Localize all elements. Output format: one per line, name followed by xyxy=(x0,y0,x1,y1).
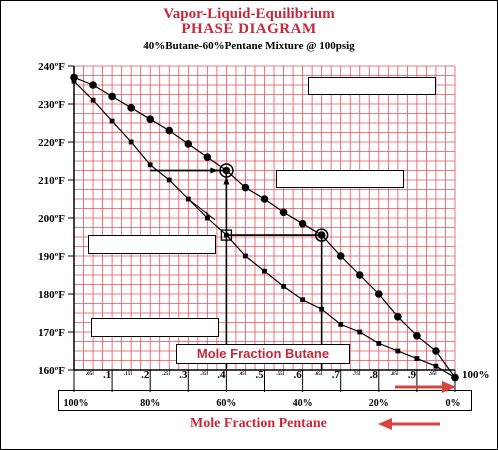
blank-label-box-1 xyxy=(308,77,436,95)
y-tick-label: 190ºF xyxy=(38,251,65,263)
dew-point-marker xyxy=(355,271,364,279)
vapor-point-ring xyxy=(314,228,329,242)
dew-point-marker xyxy=(298,219,307,228)
guide-arrow-head xyxy=(205,211,212,218)
x-tick-label: .6 xyxy=(293,369,302,381)
pentane-axis-label: Mole Fraction Pentane xyxy=(190,416,327,431)
x-tick-label: 100% xyxy=(462,369,490,381)
dew-point-ring xyxy=(219,163,234,178)
blank-label-box-3 xyxy=(88,235,216,254)
y-tick-label: 220ºF xyxy=(38,137,65,149)
x-minor-tick-label: .95 xyxy=(429,372,436,377)
x-tick-label: .9 xyxy=(408,369,417,381)
pentane-tick-label: 40% xyxy=(293,398,313,409)
x-tick-label: .1 xyxy=(103,369,111,381)
dew-point-marker xyxy=(394,313,402,321)
dew-point-marker xyxy=(165,126,174,135)
blank-label-box-2 xyxy=(276,170,404,188)
pentane-tick-label: 100% xyxy=(64,398,89,409)
bubble-point-marker xyxy=(243,253,248,259)
bubble-point-marker xyxy=(452,375,458,380)
bubble-point-marker xyxy=(433,363,439,369)
dew-point-marker xyxy=(413,332,421,340)
bubble-point-marker xyxy=(414,356,420,361)
pentane-tick-label: 60% xyxy=(216,398,236,409)
dew-point-marker xyxy=(241,183,250,192)
bubble-point-marker xyxy=(300,297,305,303)
chart-title: Vapor-Liquid-Equilibrium xyxy=(163,6,335,22)
dew-point-marker xyxy=(146,115,154,123)
bubble-point-marker xyxy=(395,348,401,354)
y-tick-label: 210ºF xyxy=(38,175,65,187)
dew-point-marker xyxy=(375,290,383,298)
dew-point-marker xyxy=(203,153,212,161)
dew-point-marker xyxy=(260,195,269,203)
x-tick-label: .2 xyxy=(141,369,150,381)
pentane-tick-label: 20% xyxy=(369,398,389,409)
bubble-point-marker xyxy=(338,322,344,327)
bubble-point-marker xyxy=(166,177,172,183)
bubble-point-marker xyxy=(147,162,153,168)
dew-point-marker xyxy=(108,92,116,101)
bubble-point-marker xyxy=(376,341,382,346)
chart-subtitle: 40%Butane-60%Pentane Mixture @ 100psig xyxy=(143,40,355,52)
x-tick-label: .3 xyxy=(179,369,188,381)
x-minor-tick-label: .05 xyxy=(86,372,93,377)
bubble-point-marker xyxy=(357,329,363,335)
x-minor-tick-label: .85 xyxy=(391,372,398,377)
y-tick-label: 160ºF xyxy=(38,365,65,377)
x-minor-tick-label: .25 xyxy=(162,372,169,377)
x-tick-label: .5 xyxy=(255,369,264,381)
x-tick-label: .7 xyxy=(332,369,341,381)
bubble-point-marker xyxy=(90,97,96,103)
bubble-point-marker xyxy=(185,196,191,202)
butane-axis-label: Mole Fraction Butane xyxy=(176,344,350,364)
x-minor-tick-label: .35 xyxy=(200,372,207,377)
y-tick-label: 240ºF xyxy=(38,61,65,73)
dew-point-marker xyxy=(184,140,193,148)
dew-point-marker xyxy=(432,347,440,355)
x-minor-tick-label: .45 xyxy=(238,372,245,377)
y-tick-label: 170ºF xyxy=(38,327,65,339)
dew-point-marker xyxy=(279,208,288,217)
x-minor-tick-label: .15 xyxy=(124,372,131,377)
dew-point-marker xyxy=(336,252,345,260)
pentane-tick-label: 80% xyxy=(140,398,160,409)
bubble-point-marker xyxy=(109,118,115,124)
pentane-tick-label: 0% xyxy=(446,398,461,409)
bubble-point-marker xyxy=(128,139,134,145)
y-tick-label: 180ºF xyxy=(38,289,65,301)
bubble-point-ring xyxy=(220,229,233,241)
y-tick-label: 230ºF xyxy=(38,99,65,111)
x-tick-label: .8 xyxy=(370,369,379,381)
y-tick-label: 200ºF xyxy=(38,213,65,225)
pentane-direction-arrow-head xyxy=(378,418,392,430)
bubble-point-marker xyxy=(71,78,77,84)
x-minor-tick-label: .75 xyxy=(353,372,360,377)
x-minor-tick-label: .55 xyxy=(276,372,283,377)
up-arrow-head xyxy=(223,176,230,185)
bubble-point-marker xyxy=(262,268,267,274)
dew-point-marker xyxy=(89,81,97,89)
blank-label-box-4 xyxy=(91,318,219,337)
x-tick-label: .4 xyxy=(217,369,226,381)
butane-direction-arrow-head xyxy=(442,381,456,393)
bubble-point-marker xyxy=(281,284,286,289)
chart-title-line2: PHASE DIAGRAM xyxy=(181,21,317,37)
dew-point-marker xyxy=(127,104,135,112)
x-minor-tick-label: .65 xyxy=(315,372,322,377)
left-arrow-head xyxy=(210,167,219,174)
